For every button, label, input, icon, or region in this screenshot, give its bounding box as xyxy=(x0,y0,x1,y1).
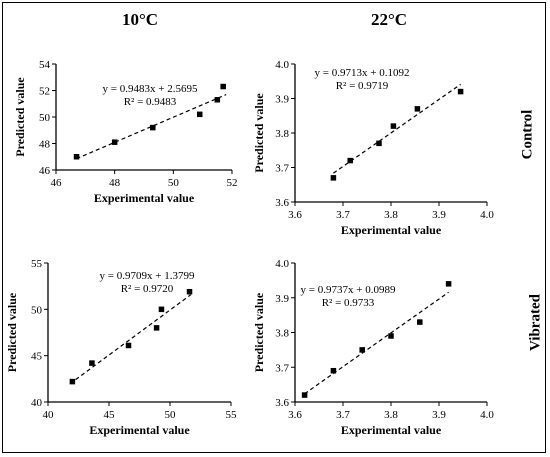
data-point xyxy=(220,83,226,90)
data-point xyxy=(153,325,160,331)
y-tick-label: 45 xyxy=(31,351,43,363)
y-tick-label: 4.0 xyxy=(275,258,289,270)
data-point xyxy=(301,392,308,398)
x-axis-label: Experimental value xyxy=(341,423,442,437)
x-tick-label: 55 xyxy=(226,409,238,421)
y-tick-label: 3.7 xyxy=(275,362,289,374)
data-point xyxy=(388,333,394,339)
r-squared-label: R² = 0.9483 xyxy=(124,96,177,108)
data-point xyxy=(330,175,337,181)
y-tick-label: 52 xyxy=(39,86,50,98)
x-axis-label: Experimental value xyxy=(341,223,442,237)
data-point xyxy=(69,378,76,385)
data-point xyxy=(359,347,365,353)
trendline xyxy=(76,94,227,160)
y-axis-label: Predicted value xyxy=(252,93,266,173)
data-point xyxy=(73,154,80,160)
data-point xyxy=(390,123,397,129)
x-tick-label: 48 xyxy=(109,177,121,189)
y-axis-label: Predicted value xyxy=(252,292,266,372)
x-tick-label: 3.8 xyxy=(384,209,398,221)
column-title-10c: 10°C xyxy=(121,10,159,29)
x-tick-label: 4.0 xyxy=(480,409,494,421)
data-point xyxy=(214,97,221,103)
x-axis-label: Experimental value xyxy=(89,423,190,437)
figure-frame xyxy=(2,2,546,453)
y-tick-label: 3.8 xyxy=(275,128,289,140)
x-axis-label: Experimental value xyxy=(94,191,195,205)
y-tick-label: 50 xyxy=(39,112,51,124)
data-point xyxy=(186,288,193,295)
y-tick-label: 55 xyxy=(31,258,43,270)
column-title-22c: 22°C xyxy=(370,10,408,29)
data-point xyxy=(457,88,464,95)
x-tick-label: 3.9 xyxy=(432,209,446,221)
r-squared-label: R² = 0.9719 xyxy=(336,80,389,92)
data-point xyxy=(196,111,203,118)
y-tick-label: 40 xyxy=(31,397,43,409)
data-point xyxy=(330,367,337,374)
data-point xyxy=(111,139,118,145)
x-tick-label: 3.9 xyxy=(432,409,446,421)
equation-label: y = 0.9737x + 0.0989 xyxy=(301,284,396,296)
x-tick-label: 3.7 xyxy=(336,409,350,421)
x-tick-label: 3.8 xyxy=(384,409,398,421)
equation-label: y = 0.9713x + 0.1092 xyxy=(315,67,410,79)
y-tick-label: 3.6 xyxy=(275,197,289,209)
data-point xyxy=(445,281,452,287)
r-squared-label: R² = 0.9720 xyxy=(121,283,174,295)
data-point xyxy=(158,306,165,313)
y-tick-label: 3.7 xyxy=(275,163,289,175)
data-point xyxy=(376,140,382,147)
y-tick-label: 48 xyxy=(39,139,51,151)
data-point xyxy=(150,124,156,131)
y-tick-label: 3.8 xyxy=(275,328,289,340)
y-tick-label: 3.9 xyxy=(275,94,289,106)
r-squared-label: R² = 0.9733 xyxy=(322,297,375,309)
x-tick-label: 4.0 xyxy=(480,209,494,221)
data-point xyxy=(125,342,132,349)
y-tick-label: 3.9 xyxy=(275,293,289,305)
x-tick-label: 50 xyxy=(165,409,177,421)
y-axis-label: Predicted value xyxy=(5,292,19,372)
x-tick-label: 50 xyxy=(168,177,180,189)
y-tick-label: 50 xyxy=(31,304,43,316)
data-point xyxy=(414,106,421,112)
equation-label: y = 0.9483x + 2.5695 xyxy=(103,83,198,95)
data-point xyxy=(89,360,95,366)
y-tick-label: 54 xyxy=(39,59,51,71)
trendline xyxy=(333,83,461,174)
x-tick-label: 3.6 xyxy=(288,409,302,421)
equation-label: y = 0.9709x + 1.3799 xyxy=(100,270,195,282)
data-point xyxy=(347,157,353,164)
trendline xyxy=(304,291,449,395)
x-tick-label: 45 xyxy=(104,409,116,421)
x-tick-label: 40 xyxy=(43,409,55,421)
x-tick-label: 3.7 xyxy=(336,209,350,221)
y-tick-label: 4.0 xyxy=(275,59,289,71)
x-tick-label: 46 xyxy=(51,177,63,189)
y-tick-label: 3.6 xyxy=(275,397,289,409)
y-axis-label: Predicted value xyxy=(13,77,27,157)
y-tick-label: 46 xyxy=(39,165,51,177)
x-tick-label: 52 xyxy=(227,177,238,189)
x-tick-label: 3.6 xyxy=(288,209,302,221)
data-point xyxy=(417,319,423,325)
